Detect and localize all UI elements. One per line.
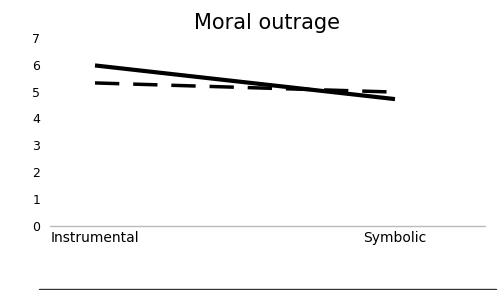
Title: Moral outrage: Moral outrage bbox=[194, 13, 340, 33]
Legend: Low horizontal individualism, High horizontal individualism: Low horizontal individualism, High horiz… bbox=[39, 289, 496, 290]
